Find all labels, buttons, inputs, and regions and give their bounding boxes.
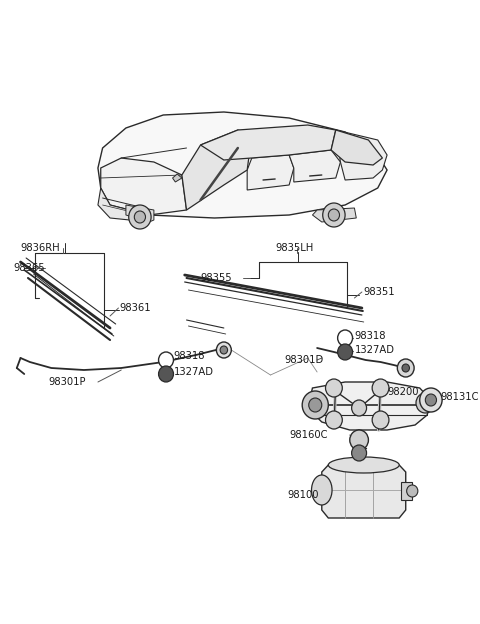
Polygon shape — [101, 158, 187, 215]
Circle shape — [216, 342, 231, 358]
Text: 1327AD: 1327AD — [173, 367, 214, 377]
Text: 98361: 98361 — [120, 303, 151, 313]
Circle shape — [129, 205, 151, 229]
Circle shape — [337, 344, 353, 360]
Circle shape — [309, 398, 322, 412]
Polygon shape — [98, 188, 149, 222]
Polygon shape — [98, 112, 387, 218]
Text: 98160C: 98160C — [289, 430, 328, 440]
Circle shape — [306, 395, 324, 415]
Polygon shape — [312, 208, 356, 222]
Circle shape — [352, 445, 367, 461]
Text: 98365: 98365 — [13, 263, 45, 273]
Circle shape — [407, 485, 418, 497]
Circle shape — [337, 330, 353, 346]
Circle shape — [328, 209, 339, 221]
Text: 98200: 98200 — [387, 387, 419, 397]
Circle shape — [325, 379, 342, 397]
Circle shape — [158, 352, 173, 368]
Polygon shape — [126, 205, 154, 222]
Polygon shape — [322, 465, 406, 518]
Circle shape — [158, 366, 173, 382]
Text: 98355: 98355 — [201, 273, 232, 283]
Circle shape — [397, 359, 414, 377]
Circle shape — [325, 411, 342, 429]
Text: 98100: 98100 — [287, 490, 319, 500]
Polygon shape — [401, 482, 412, 500]
Ellipse shape — [328, 457, 399, 473]
Polygon shape — [289, 150, 340, 182]
Polygon shape — [201, 125, 336, 160]
Text: 9835LH: 9835LH — [275, 243, 313, 253]
Text: 9836RH: 9836RH — [21, 243, 60, 253]
Circle shape — [402, 364, 409, 372]
Text: 98318: 98318 — [354, 331, 386, 341]
Circle shape — [302, 391, 328, 419]
Circle shape — [323, 203, 345, 227]
Circle shape — [350, 430, 369, 450]
Text: 98301P: 98301P — [48, 377, 86, 387]
Text: 98131C: 98131C — [440, 392, 479, 402]
Polygon shape — [182, 130, 252, 210]
Circle shape — [134, 211, 145, 223]
Text: 1327AD: 1327AD — [354, 345, 395, 355]
Text: 98301D: 98301D — [285, 355, 324, 365]
Polygon shape — [172, 174, 182, 182]
Circle shape — [416, 393, 435, 413]
Circle shape — [372, 379, 389, 397]
Text: 98318: 98318 — [173, 351, 205, 361]
Circle shape — [352, 400, 367, 416]
Circle shape — [425, 394, 436, 406]
Text: 98351: 98351 — [364, 287, 396, 297]
Circle shape — [372, 411, 389, 429]
Polygon shape — [336, 130, 387, 180]
Circle shape — [420, 388, 442, 412]
Circle shape — [220, 346, 228, 354]
Ellipse shape — [312, 475, 332, 505]
Polygon shape — [247, 155, 294, 190]
Polygon shape — [331, 130, 383, 165]
Polygon shape — [308, 382, 431, 430]
